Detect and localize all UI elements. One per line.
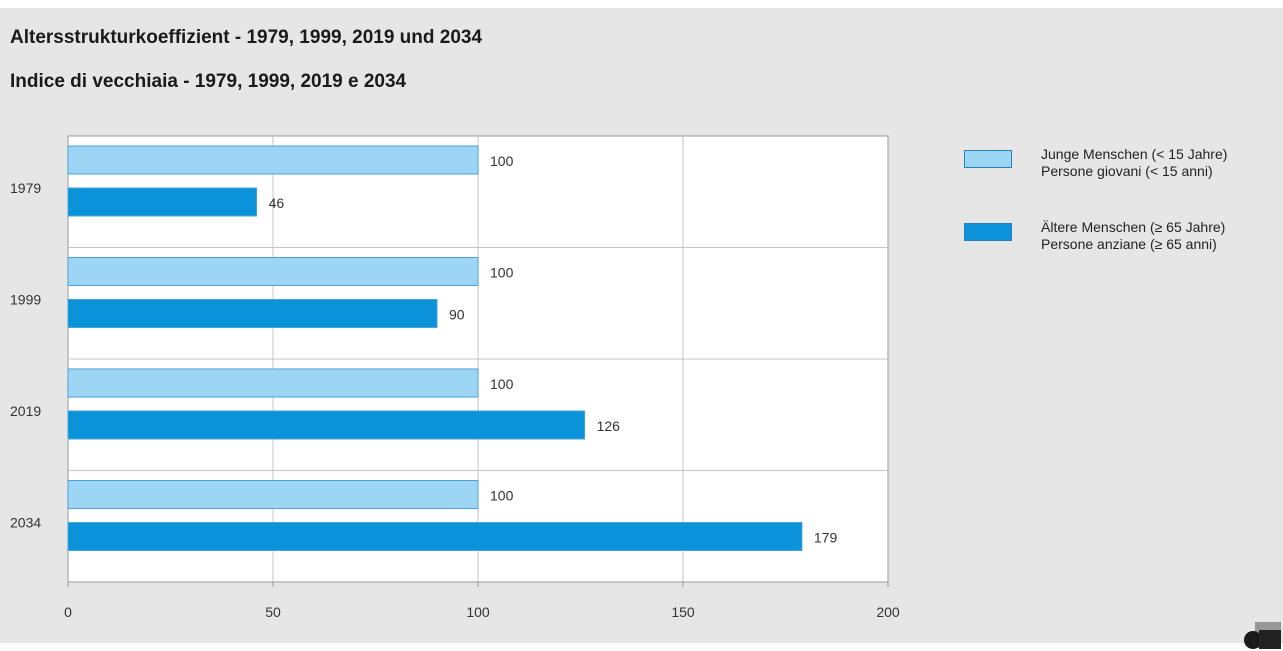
data-label-2034-old: 179 — [814, 530, 838, 546]
x-tick-label-0: 0 — [64, 604, 72, 620]
data-label-1999-young: 100 — [490, 265, 514, 281]
chart-subtitle: Indice di vecchiaia - 1979, 1999, 2019 e… — [10, 71, 407, 92]
x-tick-label-200: 200 — [876, 604, 900, 620]
x-tick-label-150: 150 — [671, 604, 695, 620]
x-tick-label-50: 50 — [265, 604, 281, 620]
bar-chart: 0 50 100 150 200 1979 100 46 1999 100 90 2019 100 126… — [10, 135, 900, 620]
data-label-2019-old: 126 — [597, 418, 621, 434]
legend-label-young-de: Junge Menschen (< 15 Jahre) — [1041, 146, 1228, 162]
bar-1979-old — [67, 187, 258, 217]
bar-2019-old — [67, 410, 586, 440]
bar-2019-young — [67, 368, 479, 398]
data-label-1979-old: 46 — [269, 195, 285, 211]
bar-2034-old — [67, 522, 803, 551]
y-tick-label-2019: 2019 — [10, 403, 41, 419]
legend-swatch-young — [964, 150, 1012, 168]
x-tick-label-100: 100 — [466, 604, 490, 620]
chart-panel: Altersstrukturkoeffizient - 1979, 1999, … — [0, 8, 1283, 649]
legend-label-old-de: Ältere Menschen (≥ 65 Jahre) — [1041, 219, 1226, 235]
logo-icon — [1244, 622, 1281, 649]
bar-2034-young — [67, 480, 479, 509]
y-tick-label-1979: 1979 — [10, 180, 41, 196]
legend-swatch-old — [964, 223, 1012, 241]
data-label-1999-old: 90 — [449, 307, 465, 323]
bar-1999-young — [67, 257, 479, 286]
data-label-2019-young: 100 — [490, 376, 514, 392]
bar-1999-old — [67, 299, 438, 328]
legend-label-young-it: Persone giovani (< 15 anni) — [1041, 163, 1213, 179]
y-tick-label-1999: 1999 — [10, 292, 41, 308]
y-tick-label-2034: 2034 — [10, 515, 41, 531]
data-label-2034-young: 100 — [490, 488, 514, 504]
chart-title: Altersstrukturkoeffizient - 1979, 1999, … — [10, 27, 483, 48]
data-label-1979-young: 100 — [490, 153, 514, 169]
bar-1979-young — [67, 145, 479, 175]
legend-label-old-it: Persone anziane (≥ 65 anni) — [1041, 236, 1217, 252]
